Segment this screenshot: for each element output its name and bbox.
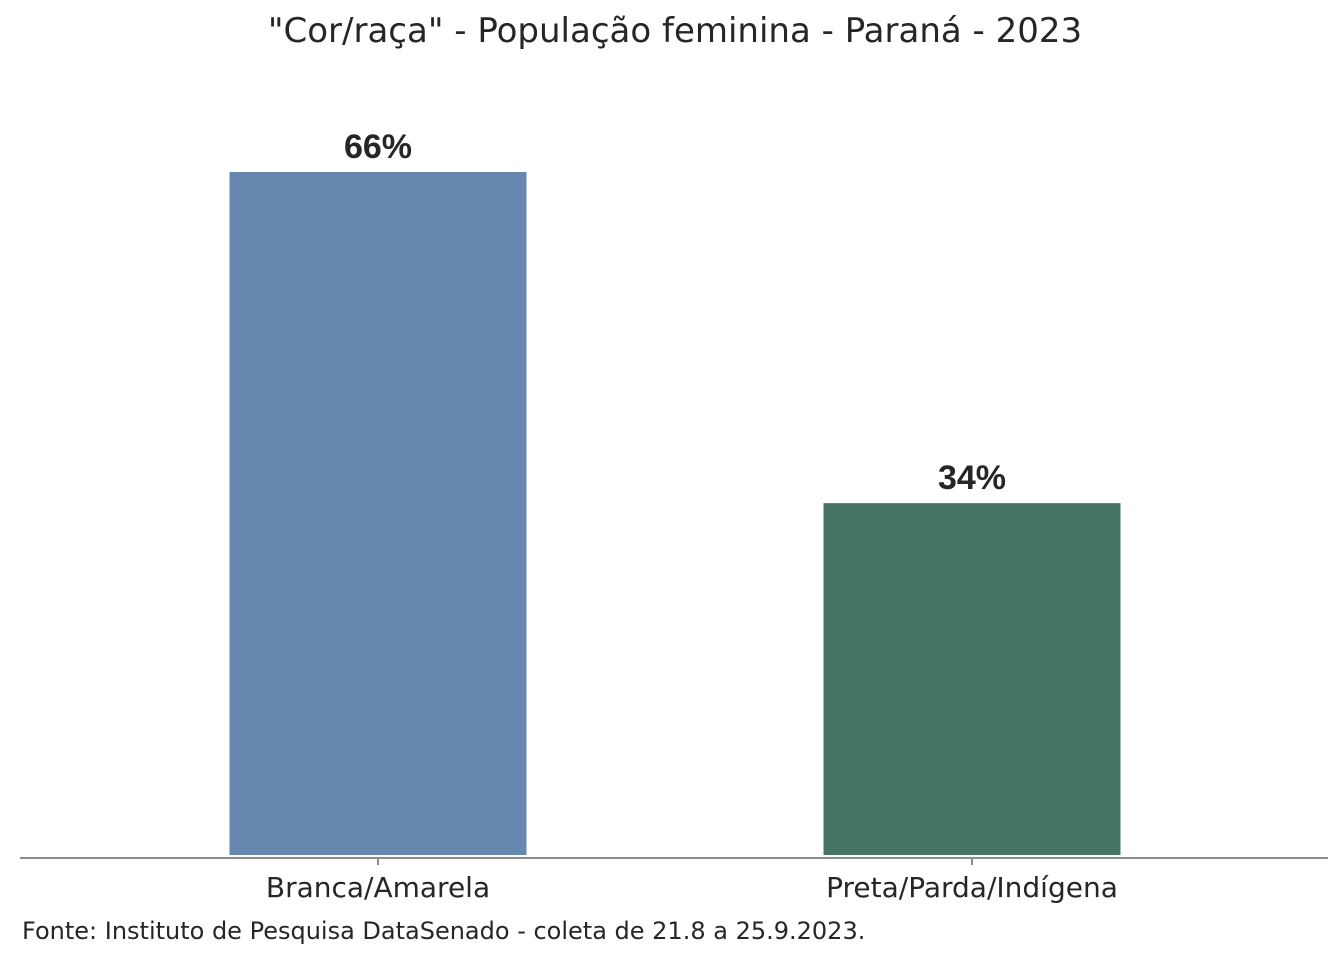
x-tick-label: Preta/Parda/Indígena — [826, 871, 1118, 904]
x-tick-label: Branca/Amarela — [266, 871, 490, 904]
bar-2 — [823, 503, 1121, 855]
bar-1 — [229, 172, 527, 855]
bar-value-label: 34% — [938, 459, 1006, 497]
source-note: Fonte: Instituto de Pesquisa DataSenado … — [22, 917, 865, 945]
bar-value-label: 66% — [344, 128, 412, 166]
chart-title: "Cor/raça" - População feminina - Paraná… — [268, 11, 1082, 51]
bars-group: 66% Branca/Amarela 34% Preta/Parda/Indígena — [229, 128, 1121, 904]
